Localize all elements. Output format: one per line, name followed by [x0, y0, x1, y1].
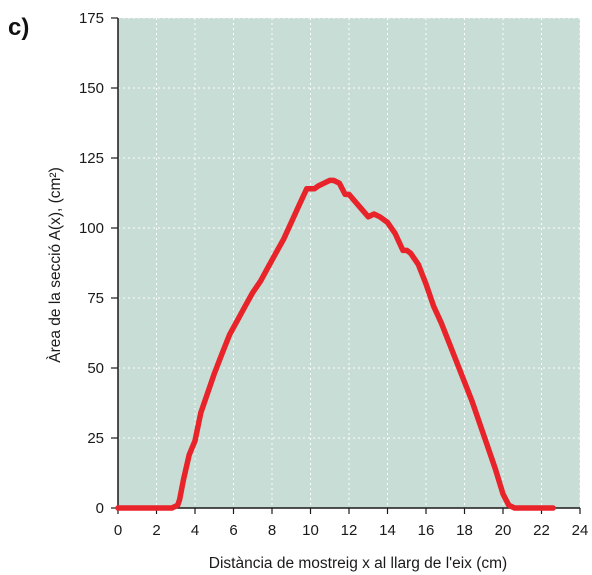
x-tick-label: 24	[572, 522, 589, 539]
x-tick-label: 2	[152, 522, 160, 539]
x-tick-label: 22	[533, 522, 550, 539]
y-tick-label: 75	[87, 290, 104, 307]
x-tick-label: 14	[379, 522, 396, 539]
y-tick-label: 125	[79, 150, 104, 167]
y-tick-labels: 0 25 50 75 100 125 150 175	[79, 10, 104, 517]
x-tick-label: 6	[229, 522, 237, 539]
x-tick-label: 4	[191, 522, 199, 539]
y-tick-label: 25	[87, 430, 104, 447]
x-axis-label: Distància de mostreig x al llarg de l'ei…	[209, 555, 507, 572]
y-axis-label: Àrea de la secció A(x), (cm²)	[47, 167, 64, 363]
x-tick-label: 16	[418, 522, 435, 539]
y-tick-label: 50	[87, 360, 104, 377]
x-tick-labels: 0 2 4 6 8 10 12 14 16 18 20 22 24	[114, 522, 589, 539]
x-tick-label: 12	[341, 522, 358, 539]
x-tick-label: 18	[456, 522, 473, 539]
y-tick-label: 0	[96, 500, 104, 517]
axes	[111, 17, 581, 514]
y-tick-label: 175	[79, 10, 104, 27]
y-tick-label: 100	[79, 220, 104, 237]
x-tick-label: 8	[268, 522, 276, 539]
y-tick-label: 150	[79, 80, 104, 97]
series-line	[115, 177, 556, 511]
panel-label: c)	[8, 14, 29, 41]
x-tick-label: 10	[302, 522, 319, 539]
x-tick-label: 20	[495, 522, 512, 539]
x-tick-label: 0	[114, 522, 122, 539]
series-layer	[115, 177, 556, 511]
